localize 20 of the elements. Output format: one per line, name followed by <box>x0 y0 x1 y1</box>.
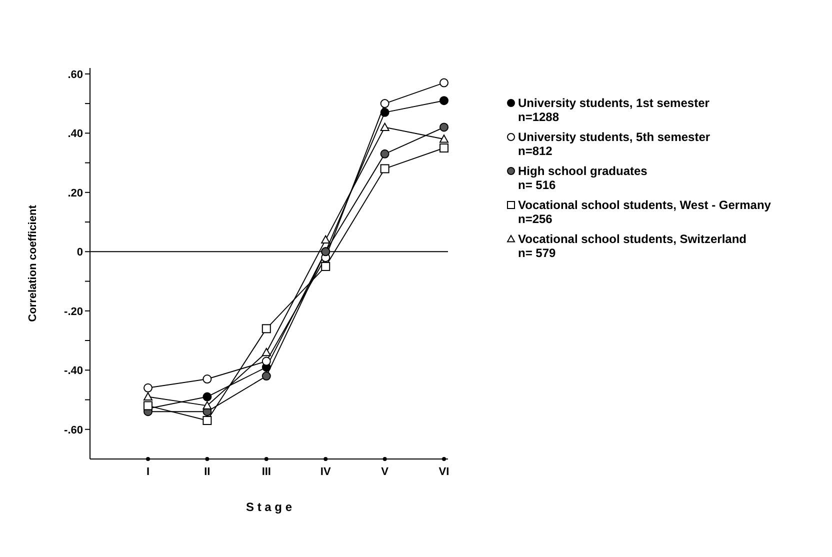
legend-label: Vocational school students, Switzerland n= 579 <box>518 232 746 260</box>
y-tick-label: -.40 <box>64 365 83 378</box>
y-tick-label: .60 <box>68 68 83 81</box>
x-tick-label: I <box>146 466 150 478</box>
x-tick-label: IV <box>320 466 332 478</box>
y-tick-label: .40 <box>68 128 83 140</box>
x-axis-title: S t a g e <box>246 500 292 514</box>
y-tick-label: -.20 <box>64 306 83 318</box>
legend-label: Vocational school students, West - Germany n=256 <box>518 198 771 226</box>
x-tick-label: VI <box>438 466 450 478</box>
legend-label: High school graduates n= 516 <box>518 164 648 192</box>
legend-label: University students, 5th semester n=812 <box>518 130 710 158</box>
y-tick-label: .20 <box>68 187 83 200</box>
y-axis-title: Correlation coefficient <box>26 204 39 322</box>
y-tick-label: 0 <box>76 246 83 259</box>
x-tick-label: II <box>204 466 210 478</box>
x-tick-label: III <box>262 466 271 478</box>
legend-label: University students, 1st semester n=1288 <box>518 96 710 124</box>
x-tick-label: V <box>381 466 390 478</box>
y-tick-label: -.60 <box>64 424 83 436</box>
